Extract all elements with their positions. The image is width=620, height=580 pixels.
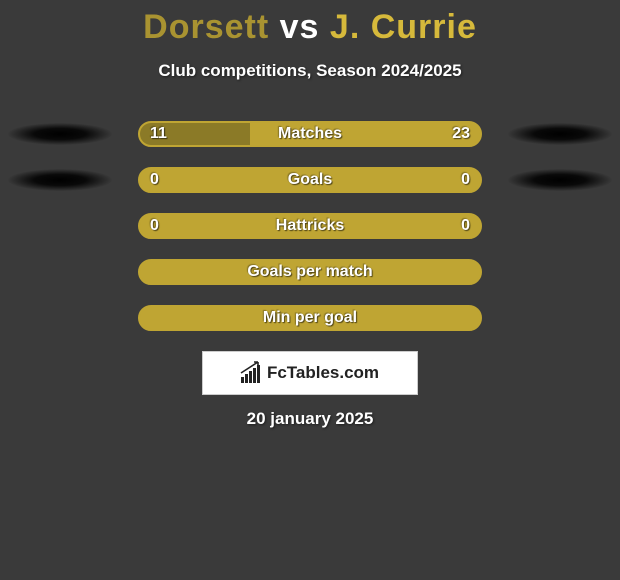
logo-box: FcTables.com <box>202 351 418 395</box>
page-title: Dorsett vs J. Currie <box>0 8 620 47</box>
stat-row: Min per goal <box>0 305 620 331</box>
subtitle: Club competitions, Season 2024/2025 <box>0 61 620 81</box>
player1-shadow <box>8 169 112 191</box>
stat-label: Min per goal <box>263 307 357 329</box>
player2-shadow <box>508 123 612 145</box>
stat-bar: 11 Matches 23 <box>138 121 482 147</box>
barchart-icon <box>241 363 263 383</box>
stat-row: Goals per match <box>0 259 620 285</box>
stat-label: Goals per match <box>247 261 372 283</box>
stat-row: 11 Matches 23 <box>0 121 620 147</box>
stat-label: Hattricks <box>276 215 344 237</box>
stat-bar: 0 Hattricks 0 <box>138 213 482 239</box>
stat-right-value: 23 <box>452 123 470 145</box>
player1-shadow <box>8 123 112 145</box>
date: 20 january 2025 <box>0 409 620 429</box>
stat-label: Matches <box>278 123 342 145</box>
player1-name: Dorsett <box>143 8 269 46</box>
stat-left-value: 0 <box>150 215 159 237</box>
player2-shadow <box>508 169 612 191</box>
stat-label: Goals <box>288 169 332 191</box>
comparison-card: Dorsett vs J. Currie Club competitions, … <box>0 0 620 429</box>
logo-text: FcTables.com <box>267 363 379 383</box>
stat-bar: Goals per match <box>138 259 482 285</box>
stat-bar: 0 Goals 0 <box>138 167 482 193</box>
vs-separator: vs <box>280 8 320 46</box>
stat-right-value: 0 <box>461 169 470 191</box>
stat-bars: 11 Matches 23 0 Goals 0 0 Hattricks 0 Goals per m… <box>0 121 620 331</box>
stat-right-value: 0 <box>461 215 470 237</box>
stat-row: 0 Goals 0 <box>0 167 620 193</box>
stat-row: 0 Hattricks 0 <box>0 213 620 239</box>
stat-bar: Min per goal <box>138 305 482 331</box>
stat-left-value: 11 <box>150 123 167 145</box>
stat-left-value: 0 <box>150 169 159 191</box>
player2-name: J. Currie <box>330 8 477 46</box>
